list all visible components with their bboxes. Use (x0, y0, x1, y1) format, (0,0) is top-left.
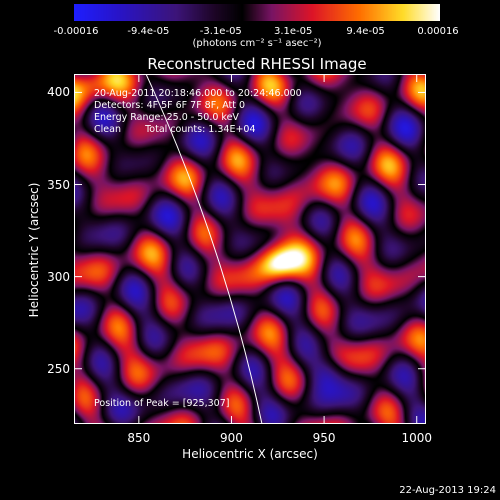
x-tick-label: 1000 (401, 431, 433, 445)
annotation-clean-counts: Clean Total counts: 1.34E+04 (94, 124, 256, 135)
solar-limb-line (145, 74, 263, 424)
colorbar-tick-label: -0.00016 (53, 26, 99, 37)
axis-tickmarks (74, 74, 426, 424)
footer-date: 22-Aug-2013 19:24 (399, 485, 496, 496)
y-tick-label: 300 (47, 269, 70, 284)
y-tick-label: 250 (47, 361, 70, 376)
x-tick-label: 950 (312, 431, 336, 445)
colorbar (74, 4, 440, 21)
x-tick-label: 850 (127, 431, 151, 445)
x-axis-label: Heliocentric X (arcsec) (182, 447, 318, 461)
colorbar-tick-label: 9.4e-05 (346, 26, 385, 37)
annotation-energy-range: Energy Range: 25.0 - 50.0 keV (94, 112, 239, 123)
annotation-detectors: Detectors: 4F 5F 6F 7F 8F, Att 0 (94, 100, 246, 111)
colorbar-units: (photons cm⁻² s⁻¹ asec⁻²) (192, 38, 322, 49)
plot-border (74, 74, 426, 424)
colorbar-tick-label: -9.4e-05 (127, 26, 170, 37)
annotation-peak-position: Position of Peak = [925,307] (94, 398, 230, 409)
colorbar-tick-label: 3.1e-05 (273, 26, 313, 37)
image-plot: 20-Aug-2011 20:18:46.000 to 20:24:46.000… (74, 74, 426, 424)
colorbar-tick-label: 0.00016 (417, 26, 459, 37)
x-tick-label: 900 (220, 431, 243, 445)
plot-title: Reconstructed RHESSI Image (147, 55, 367, 73)
plot-overlay (74, 74, 426, 424)
colorbar-tick-label: -3.1e-05 (199, 26, 242, 37)
y-axis-label: Heliocentric Y (arcsec) (27, 182, 41, 318)
rhessi-heatmap (74, 74, 426, 424)
annotation-time-range: 20-Aug-2011 20:18:46.000 to 20:24:46.000 (94, 88, 302, 99)
y-tick-label: 400 (47, 85, 70, 100)
y-tick-label: 350 (47, 177, 70, 192)
